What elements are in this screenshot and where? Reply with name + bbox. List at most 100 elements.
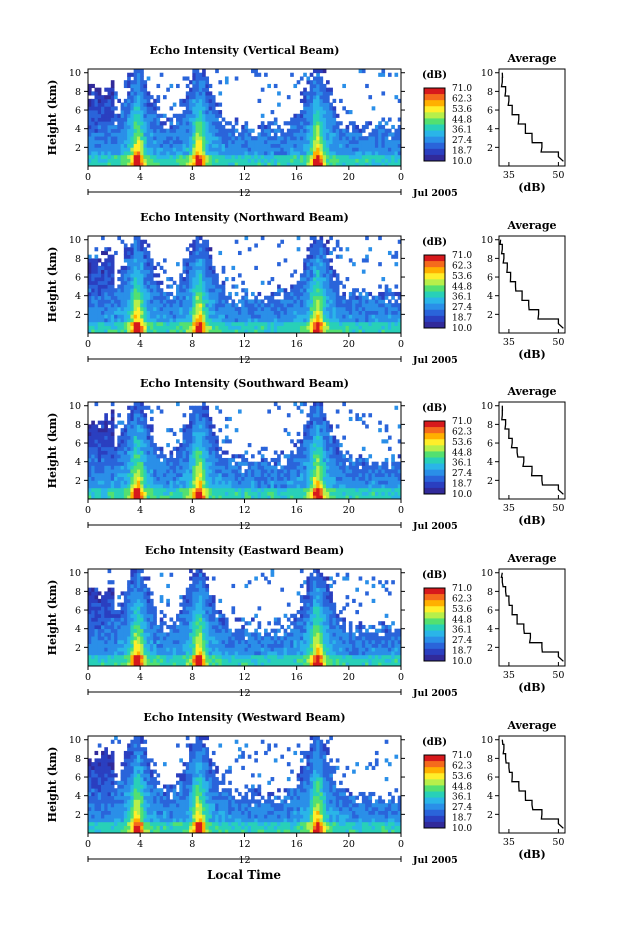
heatmap-cell [358,416,363,422]
heatmap-cell [136,147,141,152]
heatmap-cell [179,299,183,304]
heatmap-cell [211,484,216,489]
heatmap-cell [309,128,314,133]
colorbar-tick-label: 27.4 [452,469,472,479]
x-tick-label: 0 [398,505,404,516]
heatmap-cell [319,318,324,323]
heatmap-cell [91,318,95,323]
heatmap-cell [182,124,187,130]
heatmap-cell [176,136,180,141]
heatmap-cell [140,69,144,74]
heatmap-cell [195,491,200,496]
heatmap-cell [342,158,346,163]
heatmap-cell [270,484,275,489]
heatmap-cell [179,310,183,315]
heatmap-cell [205,102,210,107]
heatmap-cell [316,83,320,89]
heatmap-cell [110,439,115,444]
heatmap-cell [159,484,164,489]
heatmap-cell [224,476,229,481]
heatmap-cell [127,151,131,156]
heatmap-cell [104,162,108,167]
heatmap-cell [143,139,148,145]
heatmap-cell [348,325,353,330]
heatmap-cell [179,154,183,159]
heatmap-cell [374,132,379,137]
heatmap-cell [205,416,210,422]
heatmap-cell [309,314,314,319]
heatmap-cell [153,318,157,323]
heatmap-cell [293,158,298,163]
heatmap-cell [185,291,190,297]
heatmap-cell [231,476,236,481]
heatmap-cell [94,495,99,500]
heatmap-cell [136,262,141,267]
heatmap-cell [114,487,118,492]
heatmap-cell [299,110,304,115]
heatmap-cell [339,461,343,466]
heatmap-cell [202,461,206,466]
heatmap-cell [110,269,115,274]
heatmap-cell [198,143,203,148]
heatmap-cell [352,288,356,293]
heatmap-cell [192,465,196,470]
heatmap-cell [185,106,190,111]
heatmap-cell [159,124,164,130]
heatmap-cell [251,139,255,145]
heatmap-cell [306,124,311,130]
heatmap-cell [361,124,366,130]
heatmap-cell [312,139,317,145]
heatmap-cell [107,273,112,278]
heatmap-cell [88,318,92,323]
heatmap-cell [260,154,265,159]
heatmap-cell [143,306,148,312]
heatmap-cell [104,117,108,122]
heatmap-cell [234,306,239,312]
heatmap-cell [384,128,389,133]
heatmap-cell [231,154,236,159]
heatmap-cell [312,110,317,115]
heatmap-cell [283,288,288,293]
heatmap-cell [130,428,135,433]
heatmap-cell [110,484,115,489]
heatmap-cell [374,310,379,315]
heatmap-cell [189,98,193,103]
heatmap-cell [149,472,154,478]
heatmap-cell [339,132,343,137]
heatmap-cell [218,128,223,133]
heatmap-cell [339,457,343,463]
heatmap-cell [303,450,307,455]
heatmap-cell [162,291,167,297]
heatmap-cell [358,325,363,330]
heatmap-cell [332,465,337,470]
heatmap-cell [172,147,177,152]
heatmap-cell [365,469,369,474]
heatmap-cell [316,329,320,334]
heatmap-cell [371,310,376,315]
heatmap-cell [254,480,258,485]
heatmap-cell [215,273,219,278]
heatmap-cell [342,128,346,133]
heatmap-cell [391,147,395,152]
heatmap-cell [140,95,144,100]
heatmap-cell [218,314,223,319]
heatmap-cell [123,124,128,130]
heatmap-cell [88,280,92,285]
heatmap-cell [208,321,213,326]
heatmap-cell [195,239,200,244]
heatmap-cell [368,495,373,500]
heatmap-cell [244,291,249,297]
heatmap-cell [329,106,333,111]
heatmap-cell [202,321,206,326]
heatmap-cell [130,113,135,118]
heatmap-cell [110,83,115,89]
heatmap-cell [195,76,200,81]
heatmap-cell [358,154,363,159]
heatmap-cell [316,158,320,163]
heatmap-cell [329,128,333,133]
heatmap-cell [156,98,161,103]
heatmap-cell [146,325,151,330]
heatmap-cell [211,280,216,285]
heatmap-cell [104,299,108,304]
heatmap-cell [241,299,245,304]
